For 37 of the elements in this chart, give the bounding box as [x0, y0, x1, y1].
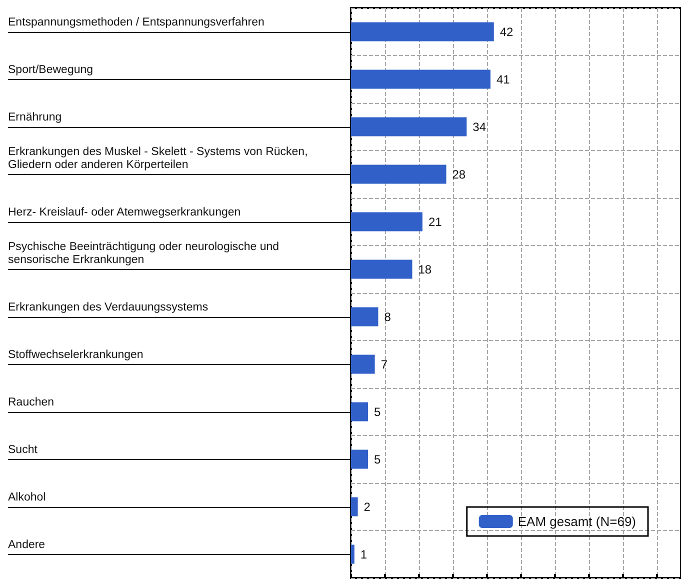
bar — [351, 260, 412, 279]
legend-label: EAM gesamt (N=69) — [518, 514, 636, 529]
data-label: 1 — [360, 547, 368, 562]
data-label: 8 — [384, 310, 392, 324]
data-label: 2 — [364, 500, 371, 514]
y-tick-label: Rauchen — [8, 396, 54, 408]
data-label: 5 — [374, 404, 382, 419]
y-tick-label: Ernährung — [8, 111, 62, 124]
data-label: 41 — [496, 72, 510, 86]
bar — [351, 117, 467, 136]
bar — [351, 212, 422, 232]
bar — [351, 164, 446, 184]
y-tick-label: Herz- Kreislauf- oder Atemwegserkrankungen — [8, 206, 241, 218]
y-tick-label: Stoffwechselerkrankungen — [8, 348, 144, 361]
bar — [351, 22, 494, 42]
y-tick-label: Sucht — [8, 444, 38, 456]
data-label: 34 — [472, 120, 486, 134]
y-tick-label: Erkrankungen des Verdauungssystems — [8, 301, 208, 314]
y-tick-label: Erkrankungen des Muskel - Skelett - Systems von Rücken, Gliedern oder anderen Körperteilen — [8, 146, 311, 171]
bar — [351, 497, 358, 516]
bar — [351, 402, 368, 422]
data-label: 5 — [374, 452, 382, 466]
y-tick-label: Entspannungsmethoden / Entspannungsverfahren — [8, 16, 264, 28]
data-label: 18 — [418, 262, 432, 276]
data-label: 21 — [428, 214, 442, 229]
data-label: 42 — [500, 24, 514, 39]
bar — [351, 450, 368, 469]
y-tick-label: Andere — [8, 538, 46, 551]
bar — [351, 70, 490, 89]
data-label: 7 — [380, 357, 388, 372]
y-tick-label: Alkohol — [8, 491, 46, 504]
bar — [351, 544, 354, 564]
bar — [351, 354, 375, 374]
y-tick-label: Psychische Beeinträchtigung oder neurologische und sensorische Erkrankungen — [8, 240, 282, 266]
bar — [351, 307, 378, 326]
y-tick-label: Sport/Bewegung — [8, 64, 94, 76]
data-label: 28 — [452, 167, 466, 182]
